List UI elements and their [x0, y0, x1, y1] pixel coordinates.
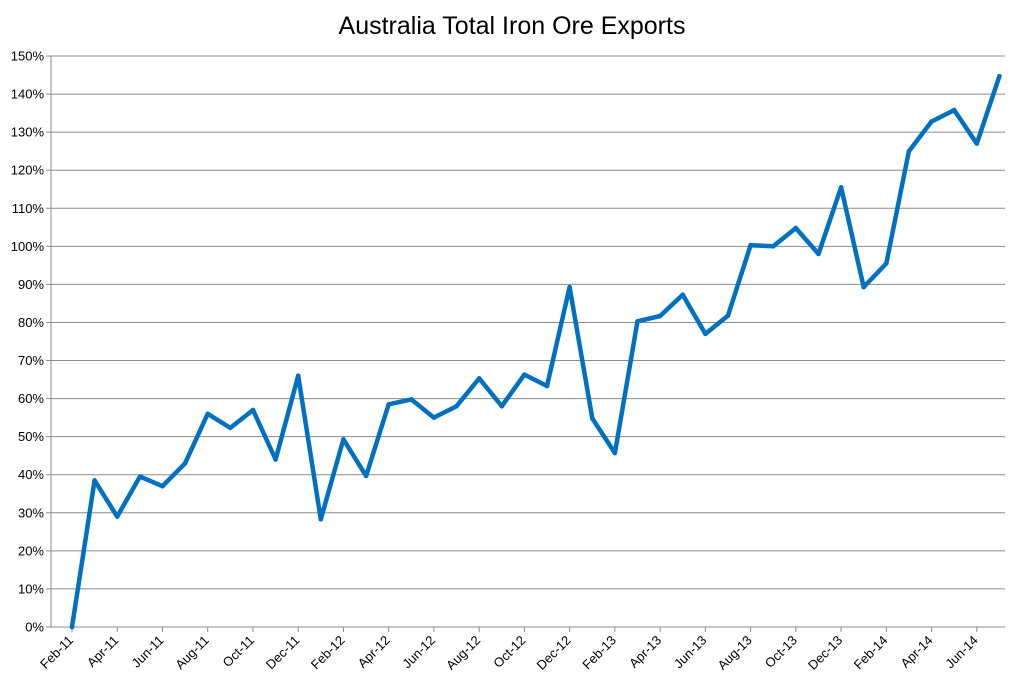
gridlines: [46, 55, 1005, 628]
data-point: [997, 73, 1002, 79]
y-tick-label: 40%: [18, 467, 44, 482]
x-tick-label: Dec-13: [805, 633, 845, 673]
data-point: [793, 225, 799, 231]
data-point: [160, 483, 165, 489]
y-tick-label: 10%: [18, 581, 44, 596]
data-point: [770, 244, 776, 249]
data-point: [499, 403, 505, 409]
data-point: [114, 514, 120, 519]
data-point: [838, 185, 844, 190]
chart-title: Australia Total Iron Ore Exports: [338, 12, 686, 40]
data-point: [974, 141, 980, 146]
y-tick-label: 60%: [18, 391, 44, 406]
data-point: [476, 376, 482, 381]
data-point: [703, 331, 708, 337]
x-tick-label: Jun-13: [671, 633, 710, 672]
data-point: [386, 402, 391, 407]
data-point: [431, 415, 437, 420]
data-point: [454, 403, 459, 409]
x-tick-label: Feb-13: [579, 633, 619, 673]
x-tick-label: Apr-14: [897, 633, 935, 671]
data-point: [929, 119, 934, 124]
data-point: [318, 516, 324, 522]
y-tick-label: 110%: [12, 201, 45, 216]
y-tick-label: 70%: [18, 353, 44, 368]
x-tick-label: Aug-11: [172, 633, 212, 673]
y-tick-label: 50%: [18, 429, 44, 444]
data-point: [589, 416, 595, 421]
x-tick-label: Aug-13: [714, 633, 754, 673]
series-group: [69, 73, 1002, 630]
y-tick-label: 80%: [18, 315, 44, 330]
x-tick-label: Oct-11: [220, 633, 258, 671]
data-point: [69, 624, 75, 630]
data-point: [657, 313, 663, 319]
series-line-0: [69, 73, 1002, 630]
data-point: [295, 373, 301, 379]
x-axis-tick-labels: Feb-11 Apr-11 Jun-11 Aug-11 Oct-11 Dec-11 Feb-…: [37, 633, 981, 673]
data-point: [680, 292, 686, 297]
y-tick-label: 0%: [25, 620, 44, 635]
axes: [50, 56, 1005, 632]
x-tick-label: Jun-11: [129, 633, 167, 671]
y-tick-label: 30%: [18, 505, 44, 520]
data-point: [906, 148, 912, 154]
x-tick-label: Aug-12: [443, 633, 483, 673]
x-tick-label: Oct-12: [490, 633, 528, 671]
y-axis-tick-labels: 0% 10% 20% 30% 40% 50% 60% 70% 80% 90% 100% 110% 120…: [11, 49, 45, 635]
data-point: [725, 313, 731, 318]
y-tick-label: 150%: [11, 49, 45, 64]
data-point: [522, 372, 527, 377]
x-tick-label: Dec-12: [534, 633, 574, 673]
y-tick-label: 90%: [18, 277, 44, 292]
y-tick-label: 120%: [11, 163, 45, 178]
data-point: [612, 450, 618, 456]
x-tick-label: Feb-12: [308, 633, 348, 673]
data-point: [951, 107, 957, 113]
data-point: [544, 383, 550, 389]
x-tick-label: Feb-14: [851, 633, 891, 673]
x-tick-label: Apr-13: [626, 633, 664, 671]
y-tick-label: 140%: [11, 87, 45, 102]
data-point: [409, 397, 414, 402]
x-tick-label: Apr-12: [355, 633, 393, 671]
data-point: [635, 319, 640, 324]
x-tick-label: Jun-14: [942, 633, 981, 672]
x-tick-label: Dec-11: [263, 633, 303, 673]
data-point: [816, 251, 821, 257]
data-point: [341, 437, 346, 442]
data-point: [182, 461, 188, 466]
x-tick-label: Jun-12: [399, 633, 438, 672]
data-point: [228, 425, 233, 431]
y-tick-label: 20%: [18, 543, 44, 558]
data-point: [92, 478, 97, 483]
data-point: [273, 457, 278, 462]
y-tick-label: 100%: [11, 239, 45, 254]
data-point: [205, 411, 211, 417]
data-point: [137, 474, 143, 479]
y-tick-label: 130%: [11, 125, 45, 140]
data-point: [861, 284, 866, 290]
data-point: [748, 242, 753, 248]
data-point: [884, 261, 889, 266]
x-tick-label: Oct-13: [762, 633, 800, 671]
x-tick-label: Apr-11: [84, 633, 122, 671]
data-point: [567, 284, 572, 290]
x-tick-label: Feb-11: [37, 633, 76, 672]
data-point: [250, 407, 256, 413]
data-point: [363, 473, 369, 479]
